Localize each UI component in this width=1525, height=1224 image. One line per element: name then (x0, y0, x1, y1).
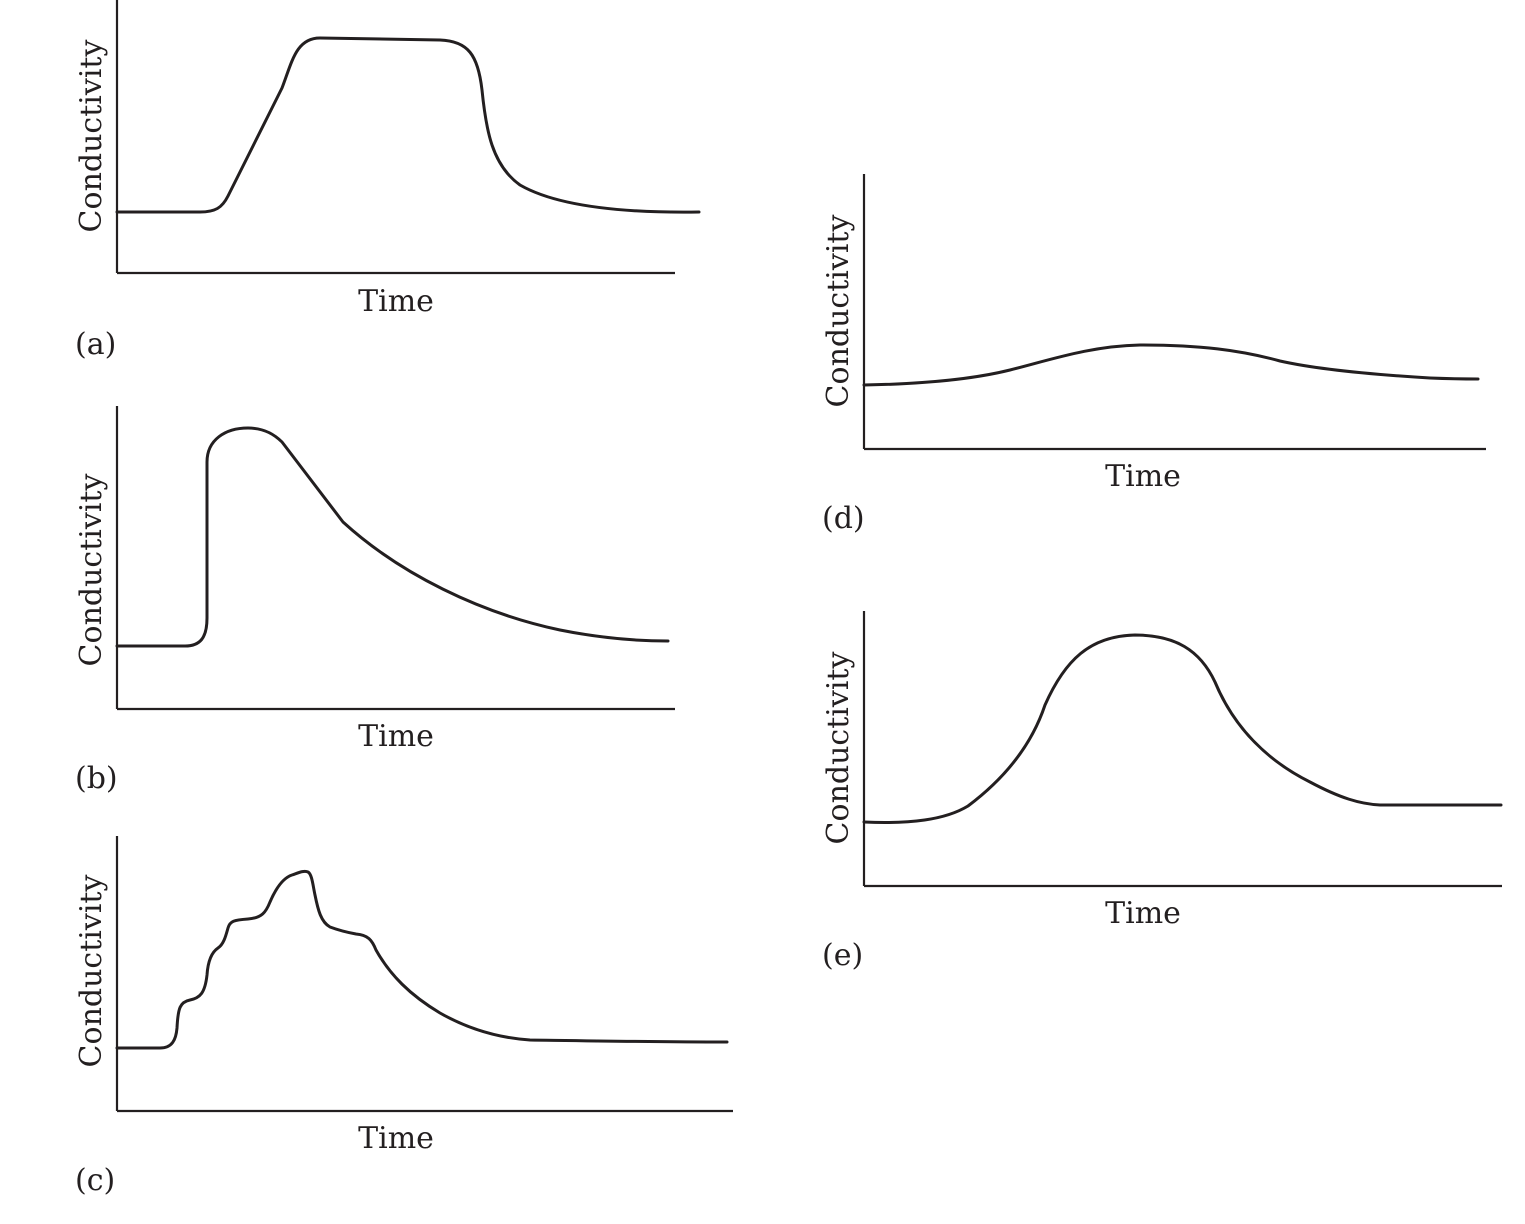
panel-label: (b) (75, 761, 118, 796)
y-axis-label: Conductivity (74, 474, 109, 667)
series-line (115, 36, 701, 214)
y-axis-label: Conductivity (821, 652, 856, 845)
panel-label: (a) (75, 327, 116, 362)
x-axis-label: Time (358, 719, 434, 754)
panel-e: Conductivity Time (e) (821, 611, 1503, 973)
panel-label: (d) (822, 501, 865, 536)
series-line (115, 426, 670, 648)
series-line (862, 633, 1503, 824)
panel-a: Conductivity Time (a) (74, 0, 701, 362)
y-axis-label: Conductivity (821, 215, 856, 408)
panel-c: Conductivity Time (c) (74, 836, 733, 1198)
x-axis-label: Time (358, 1121, 434, 1156)
series-line (115, 869, 729, 1050)
series-line (862, 343, 1480, 387)
panel-d: Conductivity Time (d) (821, 174, 1486, 536)
x-axis-label: Time (1105, 896, 1181, 931)
panel-label: (c) (75, 1163, 115, 1198)
y-axis-label: Conductivity (74, 40, 109, 233)
x-axis-label: Time (1105, 459, 1181, 494)
x-axis-label: Time (358, 284, 434, 319)
panel-b: Conductivity Time (b) (74, 406, 675, 796)
panel-label: (e) (822, 938, 863, 973)
y-axis-label: Conductivity (74, 875, 109, 1068)
